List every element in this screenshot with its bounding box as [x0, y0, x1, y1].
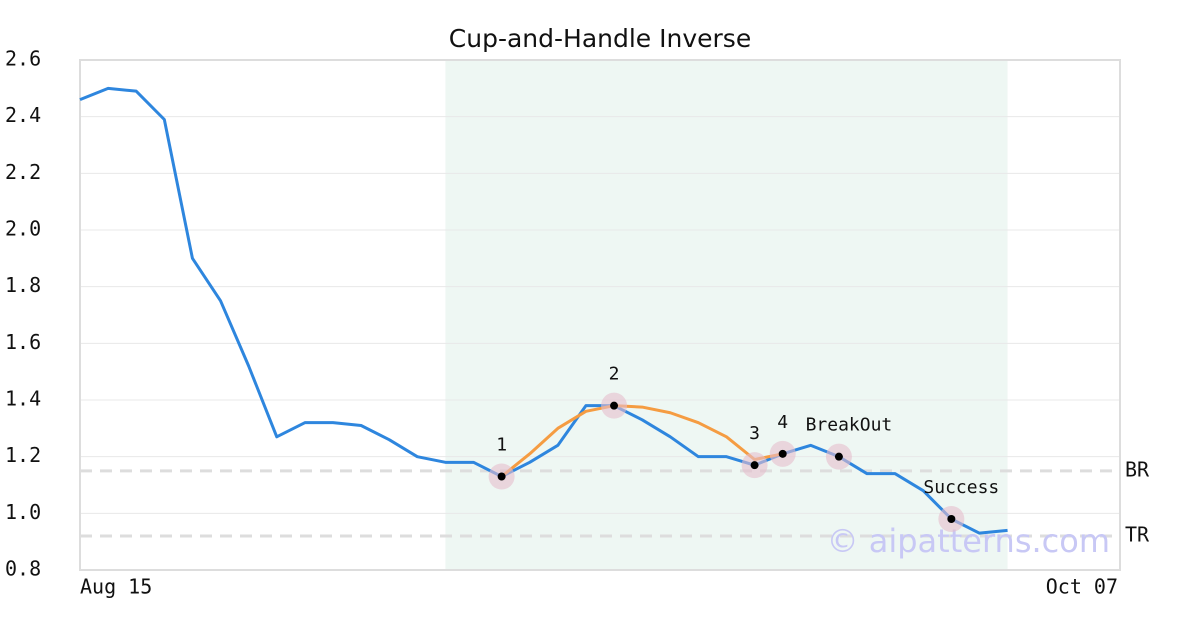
reference-label: TR	[1125, 523, 1150, 547]
y-tick-label: 1.8	[5, 273, 41, 297]
point-label: 4	[777, 412, 788, 433]
x-tick-label: Aug 15	[80, 575, 152, 599]
pattern-point	[834, 452, 843, 461]
plot-border	[79, 59, 1121, 571]
y-tick-label: 1.4	[5, 387, 41, 411]
point-label: 1	[496, 435, 507, 456]
point-label: Success	[923, 477, 999, 498]
y-tick-label: 1.6	[5, 330, 41, 354]
point-label: BreakOut	[806, 415, 893, 436]
pattern-point	[610, 401, 619, 410]
series-line	[79, 86, 1008, 535]
y-tick-label: 2.2	[5, 160, 41, 184]
y-tick-label: 0.8	[5, 557, 41, 581]
y-tick-label: 1.2	[5, 443, 41, 467]
series-line	[500, 404, 783, 478]
pattern-point	[778, 449, 787, 458]
reference-label: BR	[1125, 457, 1150, 481]
y-tick-label: 2.4	[5, 103, 41, 127]
chart-title: Cup-and-Handle Inverse	[449, 24, 751, 53]
x-tick-label: Oct 07	[1046, 575, 1118, 599]
point-label: 3	[749, 423, 760, 444]
pattern-point	[497, 472, 506, 481]
pattern-point	[947, 515, 956, 523]
y-tick-label: 2.6	[5, 47, 41, 71]
point-label: 2	[609, 364, 620, 385]
y-tick-label: 2.0	[5, 217, 41, 241]
y-tick-label: 1.0	[5, 500, 41, 524]
pattern-point	[750, 461, 759, 470]
